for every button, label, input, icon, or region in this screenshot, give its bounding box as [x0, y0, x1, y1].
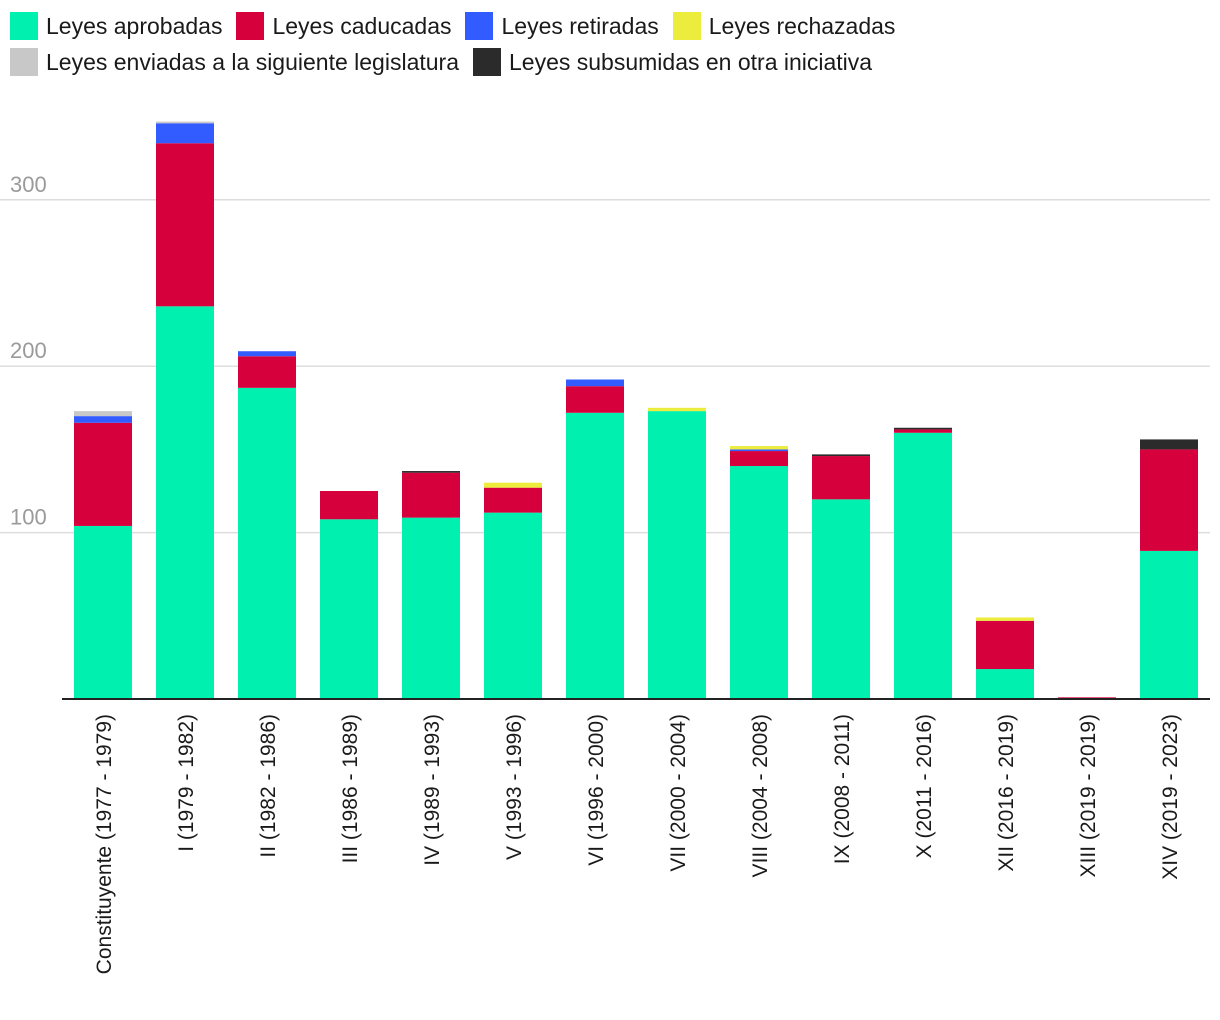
bar-5-series-6 — [402, 471, 460, 473]
x-tick-label-13: XIII (2019 - 2019) — [1077, 714, 1100, 877]
legend-label-retiradas: Leyes retiradas — [501, 12, 659, 39]
legend-swatch-enviadas — [10, 48, 38, 76]
bar-9-series-4 — [730, 446, 788, 450]
bar-4-series-2 — [320, 491, 378, 520]
chart-legend: Leyes aprobadas Leyes caducadas Leyes re… — [10, 8, 1210, 80]
bar-7-series-1 — [566, 412, 624, 699]
bar-12-series-2 — [976, 620, 1034, 670]
legend-label-rechazadas: Leyes rechazadas — [708, 12, 896, 39]
bar-1-series-1 — [74, 525, 132, 699]
legend-row-2: Leyes enviadas a la siguiente legislatur… — [10, 44, 1210, 80]
bar-12-series-4 — [976, 617, 1034, 621]
legend-row-1: Leyes aprobadas Leyes caducadas Leyes re… — [10, 8, 1210, 44]
bar-14-series-1 — [1140, 550, 1198, 699]
legend-swatch-retiradas — [465, 12, 494, 40]
y-tick-label-200: 200 — [10, 338, 47, 363]
bar-12-series-1 — [976, 669, 1034, 699]
y-tick-label-300: 300 — [10, 172, 47, 197]
bar-1-series-2 — [74, 422, 132, 526]
bar-10-series-6 — [812, 454, 870, 457]
legend-item-retiradas: Leyes retiradas — [465, 12, 659, 40]
bar-6-series-1 — [484, 512, 542, 699]
bar-11-series-6 — [894, 427, 952, 430]
y-tick-label-100: 100 — [10, 505, 47, 530]
bar-9-series-1 — [730, 466, 788, 699]
legend-label-enviadas: Leyes enviadas a la siguiente legislatur… — [46, 48, 459, 75]
bar-10-series-2 — [812, 456, 870, 500]
bar-14-series-2 — [1140, 449, 1198, 551]
x-tick-label-7: VI (1996 - 2000) — [585, 714, 608, 866]
bar-5-series-2 — [402, 472, 460, 518]
bar-1-series-3 — [74, 416, 132, 423]
legend-label-subsumidas: Leyes subsumidas en otra iniciativa — [509, 48, 873, 75]
bar-5-series-1 — [402, 517, 460, 699]
bar-8-series-4 — [648, 407, 706, 412]
bar-6-series-4 — [484, 482, 542, 488]
bar-8-series-1 — [648, 411, 706, 699]
legend-item-aprobadas: Leyes aprobadas — [10, 12, 222, 40]
bar-10-series-1 — [812, 499, 870, 699]
legend-swatch-subsumidas — [473, 48, 501, 76]
legend-item-caducadas: Leyes caducadas — [236, 12, 451, 40]
x-tick-label-12: XII (2016 - 2019) — [995, 714, 1018, 872]
legend-swatch-caducadas — [236, 12, 265, 40]
x-tick-label-14: XIV (2019 - 2023) — [1159, 714, 1182, 880]
x-tick-label-6: V (1993 - 1996) — [503, 714, 526, 860]
bar-3-series-1 — [238, 387, 296, 699]
legend-label-caducadas: Leyes caducadas — [272, 12, 452, 39]
bar-11-series-2 — [894, 429, 952, 433]
bar-11-series-1 — [894, 432, 952, 699]
bar-4-series-1 — [320, 519, 378, 699]
x-tick-label-2: I (1979 - 1982) — [175, 714, 198, 852]
bar-14-series-6 — [1140, 439, 1198, 450]
legend-item-enviadas: Leyes enviadas a la siguiente legislatur… — [10, 48, 459, 76]
bar-7-series-2 — [566, 386, 624, 413]
bar-3-series-2 — [238, 356, 296, 388]
legend-item-subsumidas: Leyes subsumidas en otra iniciativa — [473, 48, 872, 76]
bar-2-series-5 — [156, 121, 214, 124]
bar-2-series-2 — [156, 143, 214, 307]
legend-swatch-rechazadas — [672, 12, 701, 40]
bar-9-series-3 — [730, 449, 788, 452]
bar-3-series-3 — [238, 351, 296, 357]
legend-label-aprobadas: Leyes aprobadas — [46, 12, 223, 39]
bar-2-series-3 — [156, 123, 214, 144]
x-tick-label-1: Constituyente (1977 - 1979) — [93, 714, 116, 974]
x-tick-label-11: X (2011 - 2016) — [913, 714, 936, 858]
x-tick-label-3: II (1982 - 1986) — [257, 714, 280, 858]
bar-2-series-1 — [156, 306, 214, 699]
x-tick-label-10: IX (2008 - 2011) — [831, 714, 854, 864]
bar-7-series-3 — [566, 379, 624, 387]
bar-9-series-2 — [730, 451, 788, 467]
bar-6-series-2 — [484, 487, 542, 513]
legend-swatch-aprobadas — [10, 12, 38, 40]
legend-item-rechazadas: Leyes rechazadas — [672, 12, 896, 40]
x-tick-label-8: VII (2000 - 2004) — [667, 714, 690, 872]
x-tick-label-5: IV (1989 - 1993) — [421, 714, 444, 866]
x-tick-label-9: VIII (2004 - 2008) — [749, 714, 772, 877]
x-tick-label-4: III (1986 - 1989) — [339, 714, 362, 863]
bar-1-series-5 — [74, 411, 132, 417]
